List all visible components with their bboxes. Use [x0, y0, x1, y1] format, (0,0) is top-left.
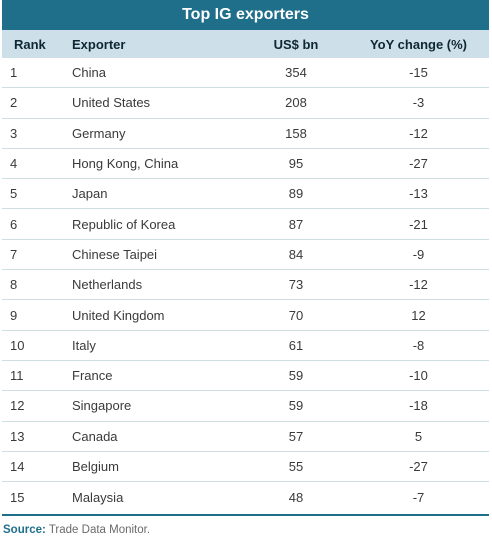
table-row: 1 China 354 -15	[2, 58, 489, 89]
yoy-change-cell: -7	[412, 489, 425, 505]
table-bottom-rule	[2, 514, 489, 517]
table-title-text: Top IG exporters	[182, 6, 309, 23]
usd-bn-cell: 55	[288, 459, 304, 474]
rank-cell: 6	[10, 216, 18, 232]
source-label: Source:	[3, 524, 46, 537]
exporter-cell: Republic of Korea	[72, 216, 176, 232]
table-row: 6 Republic of Korea 87 -21	[2, 209, 489, 240]
usd-bn-cell: 84	[288, 246, 304, 262]
table-row: 4 Hong Kong, China 95 -27	[2, 149, 489, 180]
header-yoy-change: YoY change (%)	[369, 36, 468, 52]
usd-bn-cell: 59	[288, 368, 304, 384]
rank-cell: 8	[10, 277, 18, 293]
exporter-cell: Chinese Taipei	[72, 246, 158, 262]
exporter-cell: Germany	[72, 125, 126, 141]
exporter-cell: Singapore	[72, 398, 132, 414]
usd-bn-cell: 354	[285, 65, 307, 81]
table-row: 13 Canada 57 5	[2, 422, 489, 452]
table-row: 7 Chinese Taipei 84 -9	[2, 240, 489, 271]
exporter-cell: United Kingdom	[72, 307, 165, 323]
usd-bn-cell: 158	[285, 125, 307, 141]
exporter-cell: Hong Kong, China	[72, 156, 179, 172]
table-row: 12 Singapore 59 -18	[2, 391, 489, 422]
table-header: Rank Exporter US$ bn YoY change (%)	[2, 30, 489, 58]
rank-cell: 12	[10, 398, 25, 414]
rank-cell: 13	[10, 428, 25, 444]
yoy-change-cell: -18	[409, 398, 428, 414]
table-body: 1 China 354 -15 2 United States 208 -3 3 Germany 1…	[2, 58, 489, 512]
exporter-cell: France	[72, 368, 113, 384]
usd-bn-cell: 61	[288, 337, 304, 353]
yoy-change-cell: -27	[409, 459, 428, 474]
rank-cell: 3	[10, 125, 18, 141]
usd-bn-cell: 57	[288, 428, 304, 444]
yoy-change-cell: -13	[409, 186, 428, 202]
table-row: 14 Belgium 55 -27	[2, 452, 489, 483]
usd-bn-cell: 87	[288, 216, 304, 232]
table-row: 9 United Kingdom 70 12	[2, 300, 489, 331]
usd-bn-cell: 70	[288, 307, 304, 323]
usd-bn-cell: 73	[288, 277, 304, 293]
source-note: Source: Trade Data Monitor.	[3, 524, 489, 536]
usd-bn-cell: 89	[288, 186, 304, 202]
exporter-cell: Italy	[72, 337, 96, 353]
table-row: 15 Malaysia 48 -7	[2, 482, 489, 512]
yoy-change-cell: -10	[409, 368, 428, 384]
exporter-cell: Malaysia	[72, 489, 124, 505]
yoy-change-cell: -3	[412, 95, 425, 111]
table-row: 11 France 59 -10	[2, 361, 489, 392]
rank-cell: 9	[10, 307, 18, 323]
rank-cell: 1	[10, 65, 18, 81]
source-text: Trade Data Monitor.	[48, 524, 151, 537]
rank-cell: 4	[10, 156, 18, 172]
usd-bn-cell: 208	[285, 95, 307, 111]
table-row: 8 Netherlands 73 -12	[2, 270, 489, 301]
exporter-cell: Japan	[72, 186, 108, 202]
usd-bn-cell: 48	[288, 489, 304, 505]
rank-cell: 10	[10, 337, 25, 353]
rank-cell: 14	[10, 459, 25, 474]
yoy-change-cell: -12	[409, 125, 428, 141]
header-exporter: Exporter	[72, 36, 126, 52]
rank-cell: 2	[10, 95, 18, 111]
yoy-change-cell: -8	[412, 337, 425, 353]
table-row: 3 Germany 158 -12	[2, 119, 489, 149]
table-row: 2 United States 208 -3	[2, 88, 489, 119]
yoy-change-cell: -12	[409, 277, 428, 293]
table-row: 5 Japan 89 -13	[2, 179, 489, 210]
exporter-cell: China	[72, 65, 106, 81]
exporter-cell: United States	[72, 95, 151, 111]
header-rank: Rank	[14, 36, 46, 52]
table-row: 10 Italy 61 -8	[2, 331, 489, 361]
rank-cell: 15	[10, 489, 25, 505]
usd-bn-cell: 59	[288, 398, 304, 414]
exporter-cell: Canada	[72, 428, 118, 444]
rank-cell: 11	[10, 368, 24, 384]
exporter-cell: Netherlands	[72, 277, 143, 293]
yoy-change-cell: 5	[414, 428, 423, 444]
usd-bn-cell: 95	[288, 156, 304, 172]
exporter-cell: Belgium	[72, 459, 119, 474]
yoy-change-cell: -9	[412, 246, 425, 262]
yoy-change-cell: -27	[409, 156, 428, 172]
header-usd-bn: US$ bn	[273, 36, 319, 52]
table-title: Top IG exporters	[2, 0, 489, 30]
rank-cell: 7	[10, 246, 18, 262]
yoy-change-cell: 12	[411, 307, 426, 323]
rank-cell: 5	[10, 186, 18, 202]
yoy-change-cell: -21	[409, 216, 428, 232]
yoy-change-cell: -15	[409, 65, 428, 81]
